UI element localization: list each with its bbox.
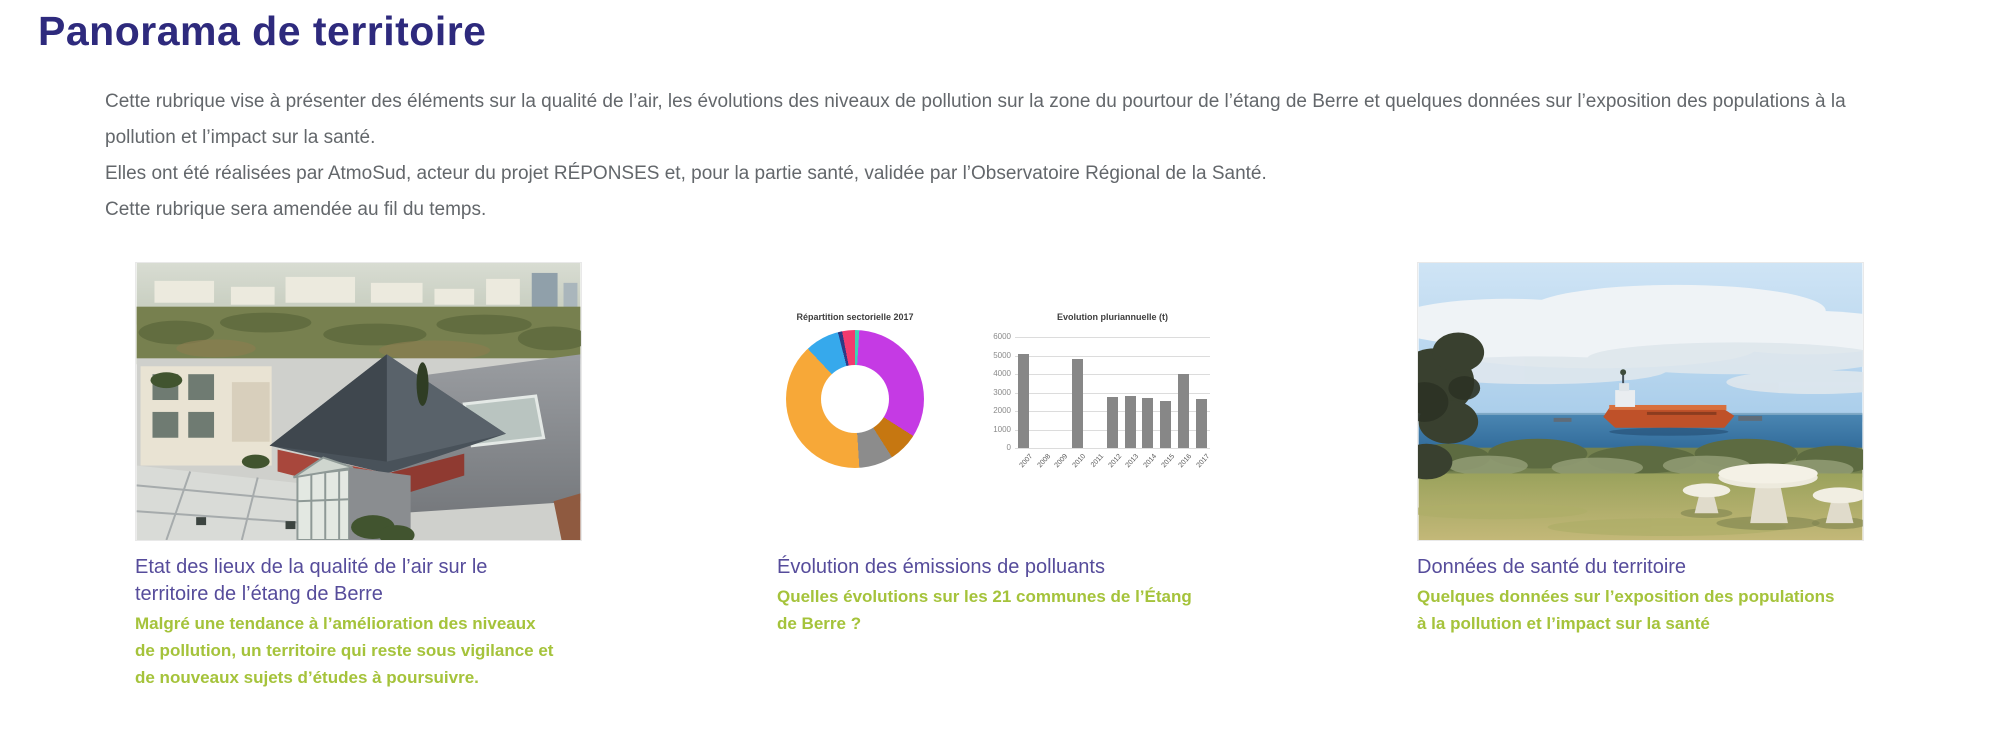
intro-paragraph-1: Cette rubrique vise à présenter des élém… xyxy=(105,91,1846,148)
xtick-label: 2009 xyxy=(1053,453,1070,470)
xtick-label: 2008 xyxy=(1036,453,1052,470)
gridline xyxy=(1015,337,1210,338)
bar xyxy=(1107,397,1118,448)
bar xyxy=(1142,398,1154,448)
bar xyxy=(1160,400,1172,448)
card-health-data-title[interactable]: Données de santé du territoire xyxy=(1417,556,1687,578)
seaside-photo-illustration xyxy=(1418,263,1863,540)
ytick-label: 0 xyxy=(1006,443,1011,452)
evolution-bar-chart-block: Evolution pluriannuelle (t) 0 1000 2000 300… xyxy=(993,312,1211,469)
gridline xyxy=(1015,355,1210,357)
xtick-label: 2014 xyxy=(1142,453,1159,470)
card-health-data-subtitle: Quelques données sur l’exposition des po… xyxy=(1417,587,1835,633)
xtick-label: 2017 xyxy=(1195,453,1212,470)
bar xyxy=(1124,396,1136,448)
card-emissions[interactable]: Répartition sectorielle 2017 Evolution p… xyxy=(777,262,1224,637)
xtick-label: 2012 xyxy=(1107,453,1123,470)
ytick-label: 2000 xyxy=(993,406,1011,415)
xtick-label: 2010 xyxy=(1071,453,1088,470)
ytick-label: 1000 xyxy=(993,424,1011,434)
card-air-quality-title[interactable]: Etat des lieux de la qualité de l’air su… xyxy=(135,556,488,605)
donut-chart xyxy=(786,330,924,468)
card-air-quality-subtitle: Malgré une tendance à l’amélioration des… xyxy=(135,614,554,687)
gridline xyxy=(1015,448,1210,449)
donut-chart-title: Répartition sectorielle 2017 xyxy=(796,312,914,322)
card-health-data[interactable]: Données de santé du territoire Quelques … xyxy=(1417,262,1864,637)
xtick-label: 2015 xyxy=(1160,453,1176,470)
bar-chart-title: Evolution pluriannuelle (t) xyxy=(1057,312,1168,322)
cargo-ship xyxy=(1603,369,1735,436)
ytick-label: 4000 xyxy=(993,369,1011,378)
bar xyxy=(1195,398,1207,448)
bar xyxy=(1177,374,1189,448)
intro-paragraph-2: Elles ont été réalisées par AtmoSud, act… xyxy=(105,163,1267,184)
card-emissions-title[interactable]: Évolution des émissions de polluants xyxy=(777,556,1105,578)
aerial-photo-illustration xyxy=(136,263,581,540)
intro-text: Cette rubrique vise à présenter des élém… xyxy=(105,84,1900,228)
card-emissions-subtitle: Quelles évolutions sur les 21 communes d… xyxy=(777,587,1192,633)
card-air-quality[interactable]: Etat des lieux de la qualité de l’air su… xyxy=(135,262,582,691)
air-quality-photo[interactable] xyxy=(135,262,582,541)
xtick-label: 2011 xyxy=(1089,453,1105,469)
page-title: Panorama de territoire xyxy=(38,8,487,54)
health-data-photo[interactable] xyxy=(1417,262,1864,541)
ytick-label: 6000 xyxy=(993,332,1011,341)
bar xyxy=(1018,353,1030,448)
xtick-label: 2007 xyxy=(1018,453,1035,470)
sector-donut-chart-block: Répartition sectorielle 2017 xyxy=(786,312,924,468)
gridline xyxy=(1015,374,1210,375)
ytick-label: 3000 xyxy=(993,387,1011,397)
intro-paragraph-3: Cette rubrique sera amendée au fil du te… xyxy=(105,199,487,220)
bar xyxy=(1071,359,1083,448)
bar-chart: 0 1000 2000 3000 4000 5000 6000 2007 2008 2009 201… xyxy=(993,332,1211,469)
gridline xyxy=(1015,392,1210,394)
emissions-charts-image[interactable]: Répartition sectorielle 2017 Evolution p… xyxy=(777,262,1224,541)
ytick-label: 5000 xyxy=(993,350,1011,360)
xtick-label: 2013 xyxy=(1124,453,1141,470)
picnic-table xyxy=(1680,463,1863,531)
xtick-label: 2016 xyxy=(1177,453,1194,470)
